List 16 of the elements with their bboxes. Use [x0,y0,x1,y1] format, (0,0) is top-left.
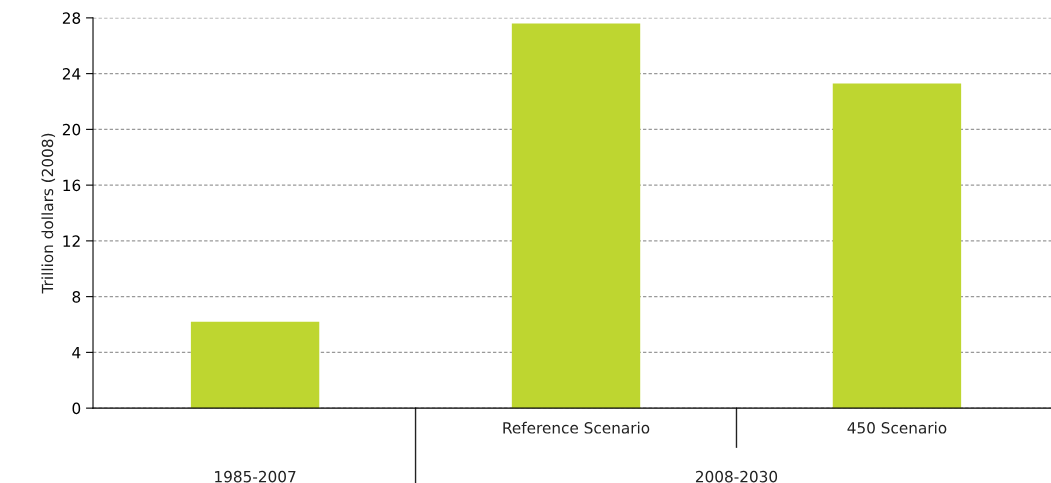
y-tick-label: 0 [72,402,81,415]
text: 2008-2030 [695,470,778,483]
text: 1985-2007 [215,470,296,483]
y-tick-label: 8 [72,291,81,303]
y-tick-label: 4 [72,347,81,359]
x-tick-label: 450 Scenario [847,421,947,434]
y-tick-label: 28 [62,12,81,24]
y-tick-label: 20 [62,123,81,136]
x-tick-label: Reference Scenario [503,421,650,434]
y-axis-title: Trillion dollars (2008) [41,133,56,294]
bar [832,83,962,409]
bar [511,23,641,409]
y-tick-label: 12 [63,235,80,247]
bar [190,321,320,409]
y-tick-label: 24 [62,68,81,80]
y-tick-label: 16 [63,179,81,192]
